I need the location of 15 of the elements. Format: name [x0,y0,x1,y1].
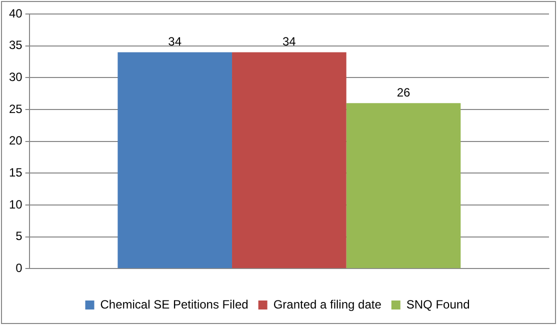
y-tick-label: 5 [16,229,23,244]
y-tick-label: 20 [8,134,23,148]
legend-label: Granted a filing date [273,297,382,312]
y-tick-label: 25 [8,102,23,116]
legend-label: Chemical SE Petitions Filed [100,297,248,312]
y-tick-label: 35 [8,38,23,52]
data-label: 34 [282,34,296,48]
legend-label: SNQ Found [406,297,470,312]
y-tick-label: 40 [8,6,23,20]
data-label: 34 [168,34,182,48]
y-tick-label: 10 [8,197,23,212]
y-tick-label: 30 [8,70,23,84]
y-tick-label: 15 [8,165,23,180]
data-label: 26 [396,85,410,100]
y-tick-label: 0 [16,260,23,275]
